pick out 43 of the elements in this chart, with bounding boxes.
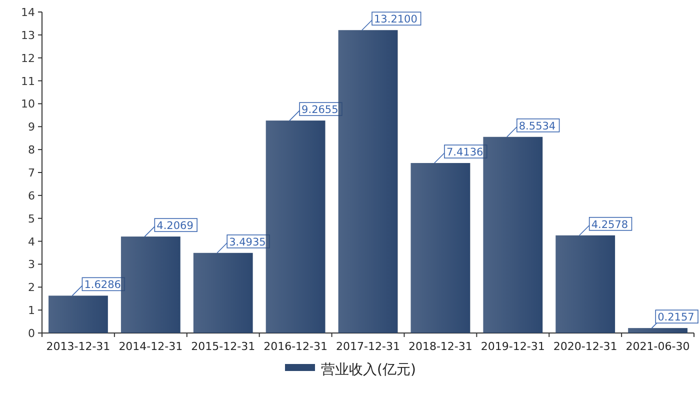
y-tick-label: 1 xyxy=(28,304,35,318)
data-label: 4.2069 xyxy=(156,220,194,232)
y-tick-label: 4 xyxy=(28,235,35,248)
bar xyxy=(120,236,180,333)
data-label: 1.6286 xyxy=(84,279,122,292)
y-tick-label: 0 xyxy=(28,327,35,340)
y-tick-label: 5 xyxy=(28,212,35,226)
x-tick-label: 2019-12-31 xyxy=(480,340,545,353)
y-tick-label: 7 xyxy=(28,166,35,180)
y-tick-label: 8 xyxy=(28,144,35,157)
y-tick-label: 6 xyxy=(28,189,35,202)
x-tick-label: 2018-12-31 xyxy=(408,340,472,353)
data-label: 13.2100 xyxy=(374,14,418,26)
x-tick-label: 2017-12-31 xyxy=(336,340,400,353)
data-label: 0.2157 xyxy=(658,312,694,324)
y-tick-label: 9 xyxy=(28,120,35,134)
bar xyxy=(410,163,470,333)
x-tick-label: 2021-06-30 xyxy=(626,340,690,353)
data-label: 8.5534 xyxy=(518,120,556,132)
y-tick-label: 13 xyxy=(21,28,35,42)
legend-label: 营业收入(亿元) xyxy=(321,362,416,378)
bar xyxy=(556,235,616,333)
y-tick-label: 2 xyxy=(28,281,35,294)
bar xyxy=(48,296,108,333)
bar xyxy=(483,136,543,333)
x-tick-label: 2020-12-31 xyxy=(553,340,618,353)
x-tick-label: 2015-12-31 xyxy=(191,340,256,353)
x-tick-label: 2013-12-31 xyxy=(46,340,110,353)
data-label: 9.2655 xyxy=(302,104,338,116)
y-tick-label: 3 xyxy=(28,258,35,272)
y-tick-label: 10 xyxy=(21,98,35,111)
bar xyxy=(266,120,326,333)
y-tick-label: 11 xyxy=(21,74,35,88)
data-label: 3.4935 xyxy=(229,236,266,248)
y-tick-label: 14 xyxy=(21,6,35,19)
bar xyxy=(338,30,398,333)
bar xyxy=(193,252,253,333)
data-label: 7.4136 xyxy=(446,146,484,159)
data-label: 4.2578 xyxy=(591,218,628,231)
x-tick-label: 2014-12-31 xyxy=(118,340,183,353)
bar xyxy=(628,328,688,333)
y-tick-label: 12 xyxy=(21,52,35,65)
x-tick-label: 2016-12-31 xyxy=(264,340,328,353)
